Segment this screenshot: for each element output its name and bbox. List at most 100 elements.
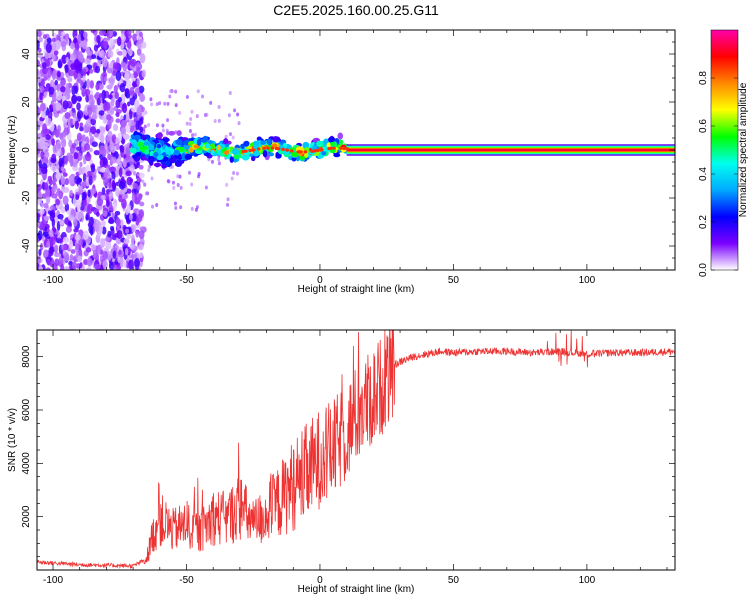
- heatmap-cell: [45, 134, 51, 141]
- heatmap-cell: [217, 104, 221, 109]
- heatmap-cell: [94, 263, 101, 270]
- heatmap-cell: [223, 138, 229, 145]
- heatmap-cell: [82, 230, 89, 240]
- heatmap-cell: [92, 249, 97, 259]
- heatmap-cell: [141, 41, 147, 49]
- heatmap-cell: [85, 94, 90, 103]
- heatmap-cell: [55, 39, 62, 50]
- heatmap-cell: [37, 59, 40, 67]
- heatmap-cell: [64, 112, 71, 120]
- heatmap-cell: [139, 252, 144, 259]
- heatmap-cell: [107, 49, 114, 58]
- heatmap-cell: [119, 189, 126, 195]
- heatmap-cell: [122, 49, 127, 57]
- heatmap-cell: [85, 126, 90, 132]
- heatmap-cell: [118, 167, 123, 178]
- heatmap-cell: [179, 185, 183, 190]
- heatmap-cell: [156, 155, 164, 161]
- heatmap-cell: [138, 164, 144, 170]
- heatmap-cell: [139, 126, 143, 134]
- heatmap-cell: [87, 50, 92, 56]
- heatmap-cell: [91, 141, 98, 148]
- heatmap-cell: [291, 152, 299, 158]
- colorbar-strip: [711, 30, 738, 270]
- heatmap-cell: [330, 141, 335, 147]
- heatmap-cell: [148, 155, 155, 162]
- heatmap-cell: [176, 174, 180, 179]
- heatmap-cell: [55, 90, 63, 101]
- heatmap-cell: [266, 144, 274, 152]
- heatmap-cell: [126, 232, 132, 240]
- heatmap-cell: [302, 141, 310, 149]
- heatmap-cell: [230, 176, 234, 181]
- heatmap-cell: [107, 94, 113, 100]
- heatmap-cell: [37, 255, 42, 264]
- heatmap-cell: [229, 156, 234, 163]
- heatmap-cell: [87, 170, 93, 177]
- heatmap-cell: [82, 31, 88, 38]
- heatmap-cell: [37, 132, 43, 139]
- heatmap-cell: [113, 265, 118, 270]
- heatmap-cell: [106, 67, 112, 74]
- heatmap-cell: [237, 121, 241, 126]
- heatmap-cell: [260, 140, 267, 145]
- snr-xtick-label: 0: [317, 575, 323, 586]
- heatmap-cell: [233, 108, 237, 113]
- heatmap-cell: [51, 32, 57, 39]
- heatmap-cell: [251, 148, 256, 152]
- spectrogram-ytick-label: 20: [21, 96, 32, 108]
- heatmap-cell: [42, 34, 48, 40]
- heatmap-cell: [79, 262, 83, 269]
- heatmap-cell: [52, 70, 56, 81]
- heatmap-cell: [44, 52, 49, 60]
- heatmap-cell: [63, 266, 70, 270]
- heatmap-cell: [51, 138, 55, 146]
- heatmap-cell: [50, 209, 56, 219]
- heatmap-cell: [96, 97, 101, 106]
- heatmap-cell: [38, 208, 45, 215]
- heatmap-cell: [275, 152, 281, 159]
- heatmap-cell: [136, 116, 140, 121]
- heatmap-cell: [63, 187, 70, 194]
- heatmap-cell: [51, 41, 57, 52]
- heatmap-cell: [134, 257, 141, 268]
- heatmap-cell: [106, 30, 110, 37]
- heatmap-cell: [266, 138, 272, 145]
- heatmap-cell: [155, 202, 159, 207]
- heatmap-cell: [136, 177, 140, 182]
- heatmap-cell: [71, 142, 77, 149]
- heatmap-cell: [93, 44, 99, 52]
- heatmap-cell: [125, 156, 132, 163]
- heatmap-cell: [143, 182, 147, 187]
- snr-ytick-label: 8000: [21, 345, 32, 368]
- snr-ytick-label: 6000: [21, 398, 32, 421]
- heatmap-cell: [135, 120, 140, 131]
- heatmap-cell: [37, 183, 43, 191]
- heatmap-cell: [303, 150, 308, 154]
- heatmap-cell: [119, 257, 124, 268]
- spectrogram-xtick-label: -50: [179, 275, 194, 286]
- heatmap-cell: [161, 163, 167, 169]
- heatmap-cell: [262, 146, 266, 150]
- heatmap-cell: [79, 161, 83, 168]
- heatmap-cell: [147, 168, 151, 173]
- heatmap-cell: [151, 204, 155, 209]
- snr-ytick-label: 2000: [21, 505, 32, 528]
- heatmap-cell: [136, 172, 140, 177]
- heatmap-cell: [130, 242, 136, 251]
- colorbar-tick-label: 0.4: [698, 167, 709, 181]
- heatmap-cell: [310, 149, 314, 153]
- heatmap-cell: [46, 258, 51, 266]
- heatmap-cell: [139, 201, 145, 207]
- heatmap-cell: [174, 206, 178, 211]
- heatmap-cell: [60, 175, 66, 185]
- spectrogram-ytick-label: 0: [21, 147, 32, 153]
- heatmap-cell: [121, 198, 127, 209]
- heatmap-cell: [101, 187, 106, 196]
- heatmap-cell: [179, 205, 183, 210]
- heatmap-cell: [136, 193, 140, 198]
- heatmap-cell: [73, 59, 80, 70]
- heatmap-cell: [72, 217, 78, 227]
- heatmap-cell: [272, 136, 280, 142]
- heatmap-cell: [70, 249, 76, 254]
